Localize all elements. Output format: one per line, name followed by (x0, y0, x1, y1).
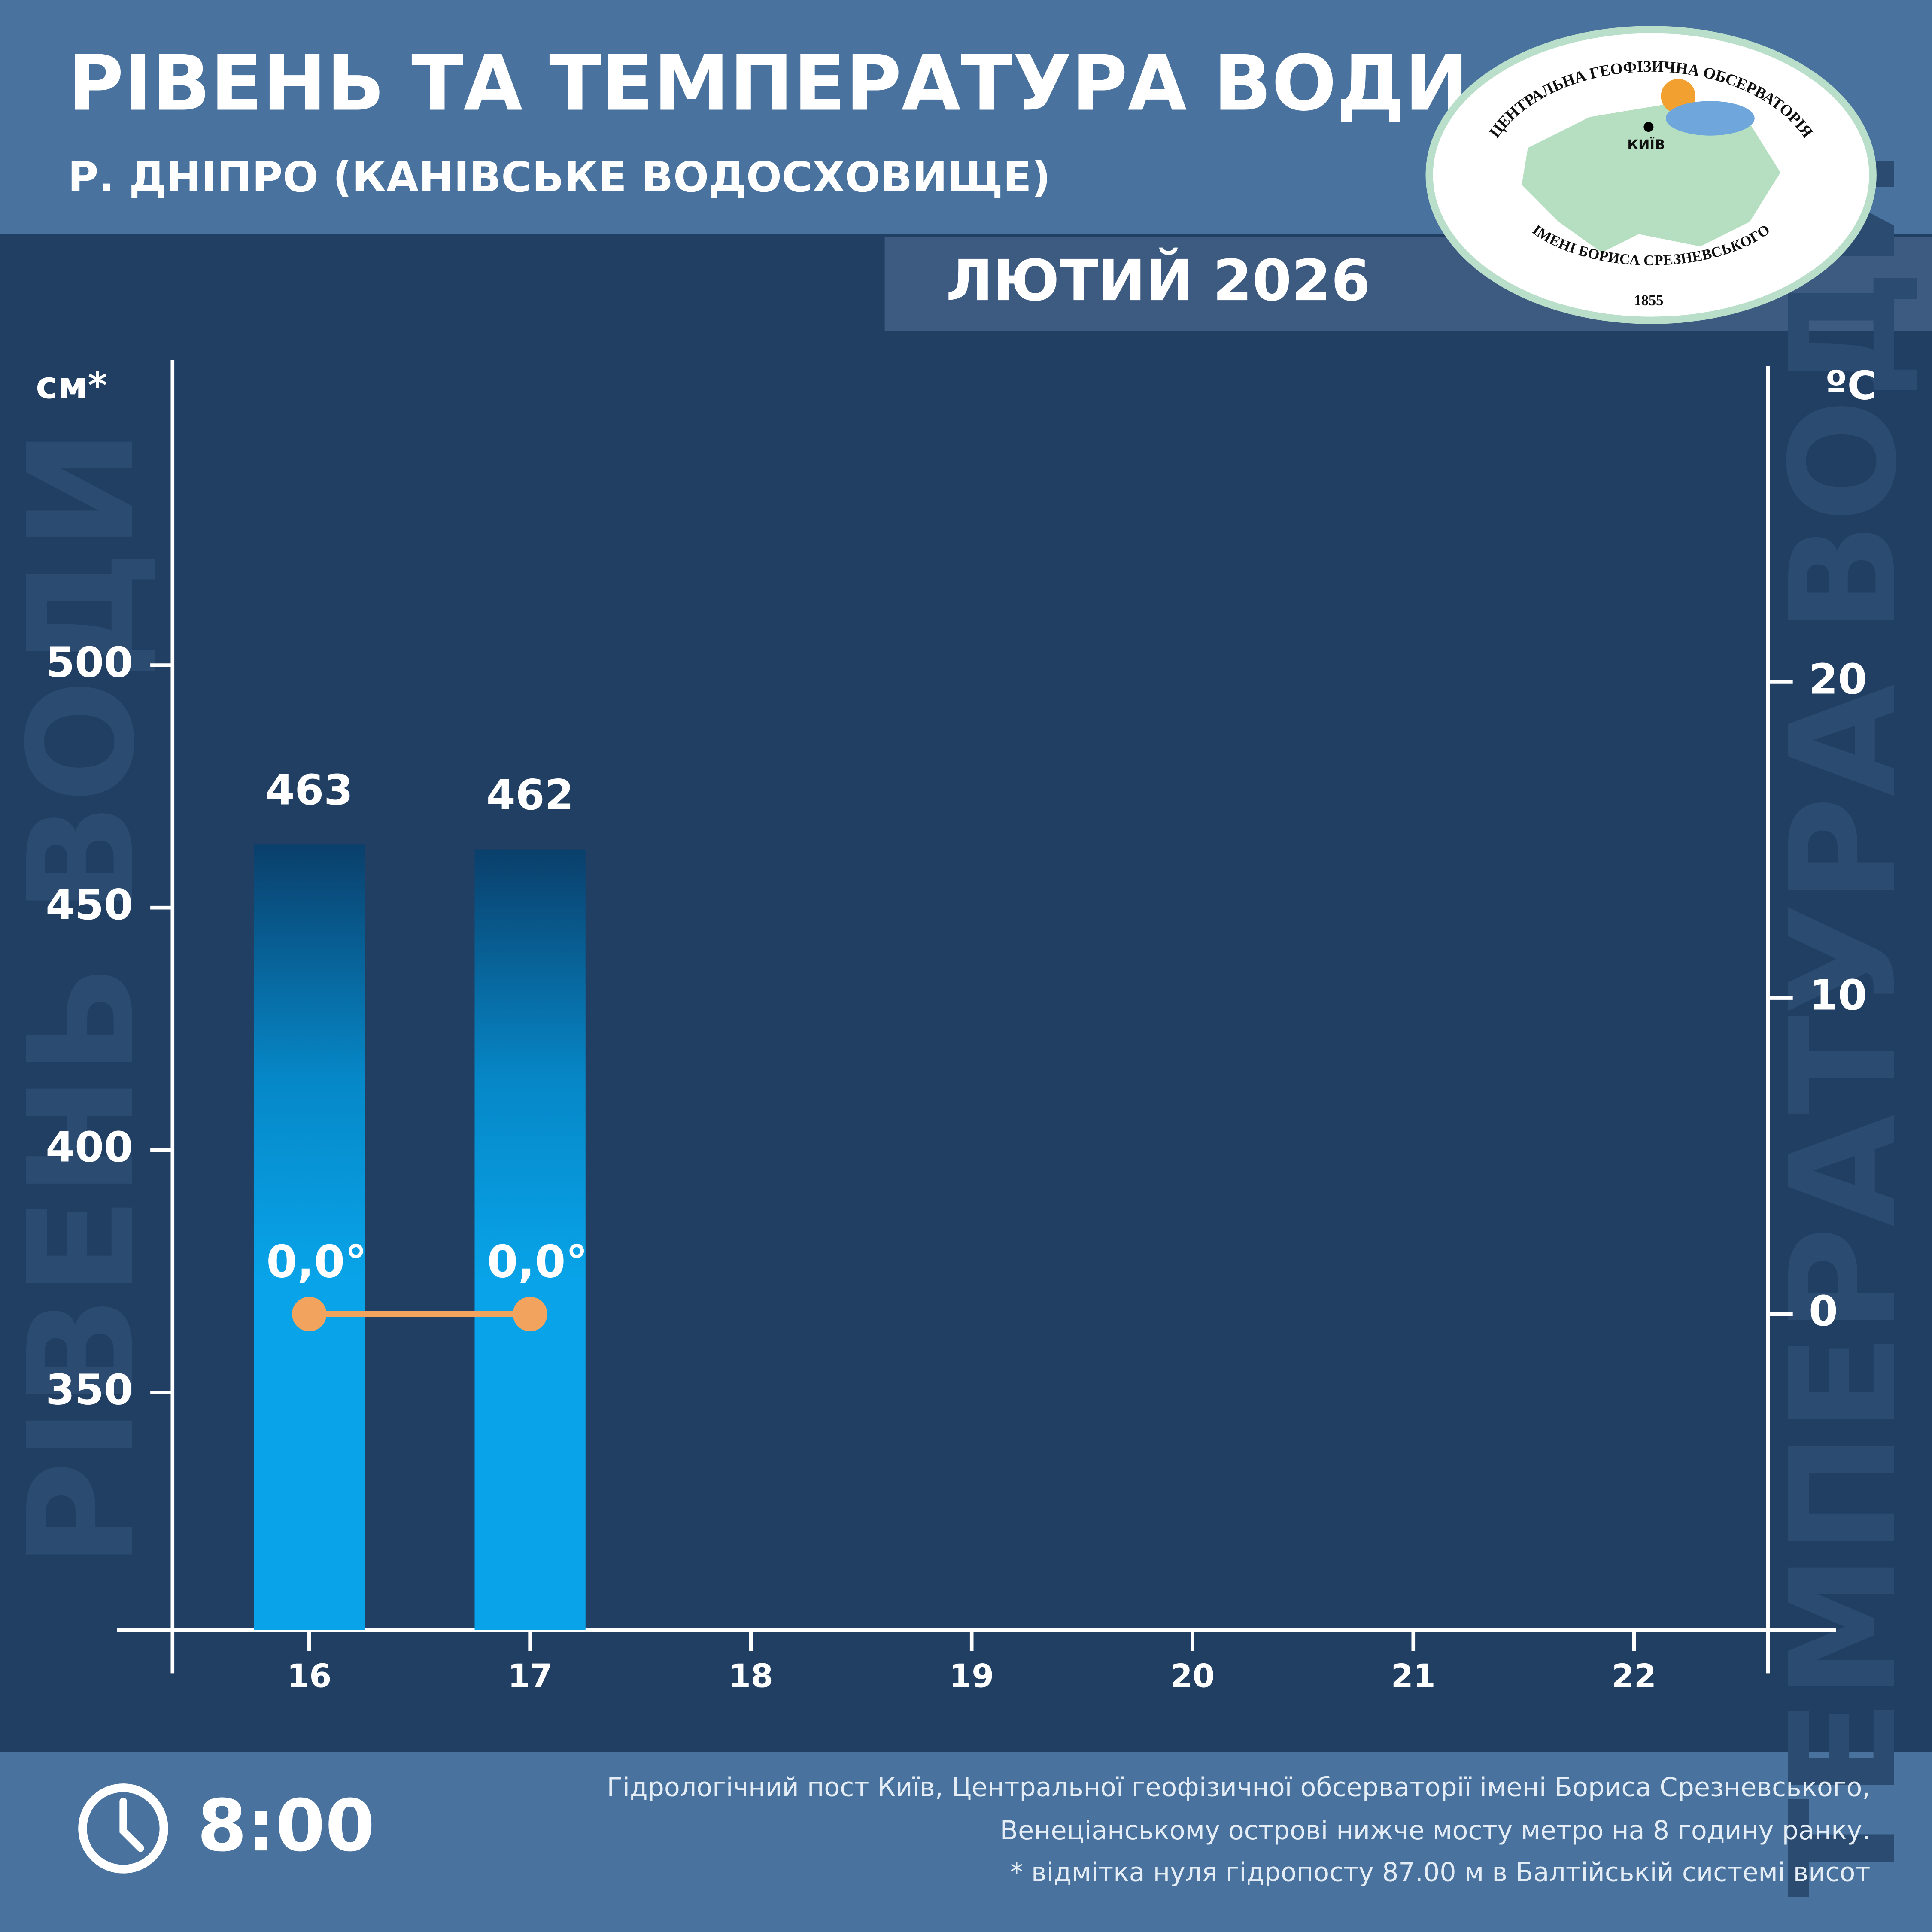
clock-icon (78, 1783, 168, 1874)
x-tick-label: 17 (508, 1657, 553, 1695)
point-label: 0,0° (487, 1236, 588, 1288)
period: ЛЮТИЙ 2026 (946, 247, 1370, 314)
bar-label: 463 (266, 766, 353, 815)
logo-map (1522, 104, 1781, 253)
note: * відмітка нуля гідропосту 87.00 м в Бал… (1010, 1858, 1871, 1888)
x-tick-label: 22 (1612, 1657, 1656, 1695)
x-tick-label: 16 (287, 1657, 331, 1695)
note: Венеціанському острові нижче мосту метро… (1000, 1816, 1871, 1846)
y-tick-label: 350 (46, 1365, 133, 1414)
bar-label: 462 (486, 771, 574, 820)
y-tick-label: 450 (46, 881, 133, 930)
point (513, 1297, 547, 1331)
y2-tick-label: 10 (1809, 971, 1867, 1020)
clock-hands (119, 1798, 144, 1852)
x-tick-label: 20 (1170, 1657, 1215, 1695)
y2-tick-label: 20 (1809, 655, 1867, 704)
logo-dot (1643, 122, 1654, 132)
y2-unit: ºC (1825, 362, 1876, 408)
point (292, 1297, 327, 1331)
logo-cloud (1666, 101, 1755, 136)
point-label: 0,0° (266, 1236, 367, 1288)
chart-subtitle: Р. ДНІПРО (КАНІВСЬКЕ ВОДОСХОВИЩЕ) (68, 153, 1051, 202)
y-watermark: РІВЕНЬ ВОДИ (0, 428, 167, 1568)
logo: ЦЕНТРАЛЬНА ГЕОФІЗИЧНА ОБСЕРВАТОРІЯ ІМЕНІ… (1425, 26, 1877, 324)
y2-tick-label: 0 (1809, 1287, 1838, 1336)
x-tick-label: 18 (729, 1657, 773, 1695)
y-tick-label: 400 (46, 1123, 133, 1172)
x-tick-label: 21 (1391, 1657, 1436, 1695)
y-tick-label: 500 (46, 638, 133, 687)
bar (254, 844, 365, 1630)
note: Гідрологічний пост Київ, Центральної гео… (607, 1773, 1870, 1803)
time: 8:00 (197, 1784, 375, 1868)
logo-year: 1855 (1634, 292, 1664, 309)
x-tick-label: 19 (949, 1657, 994, 1695)
logo-city: КИЇВ (1627, 137, 1665, 153)
chart-title: РІВЕНЬ ТА ТЕМПЕРАТУРА ВОДИ (68, 39, 1469, 128)
y-unit: см* (36, 364, 107, 407)
footer-band (0, 1752, 1932, 1932)
y2-watermark: ТЕМПЕРАТУРА ВОДИ (1759, 148, 1929, 1898)
bar (474, 849, 586, 1630)
